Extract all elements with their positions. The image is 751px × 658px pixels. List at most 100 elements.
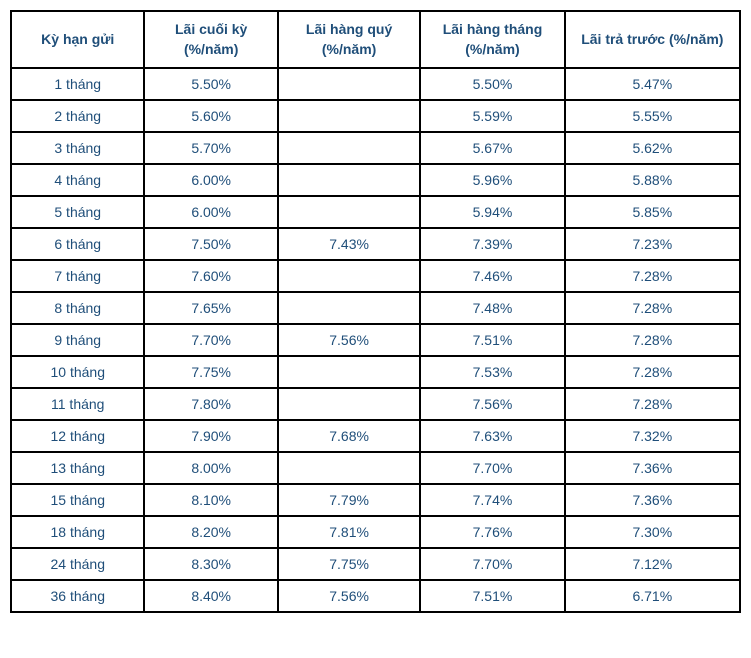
cell-term: 9 tháng <box>11 324 144 356</box>
cell-end: 5.50% <box>144 68 277 100</box>
cell-quarterly <box>278 132 420 164</box>
table-row: 36 tháng8.40%7.56%7.51%6.71% <box>11 580 740 612</box>
cell-term: 4 tháng <box>11 164 144 196</box>
cell-monthly: 5.59% <box>420 100 564 132</box>
cell-term: 11 tháng <box>11 388 144 420</box>
cell-end: 7.60% <box>144 260 277 292</box>
cell-term: 6 tháng <box>11 228 144 260</box>
cell-end: 6.00% <box>144 164 277 196</box>
cell-monthly: 5.96% <box>420 164 564 196</box>
cell-end: 8.10% <box>144 484 277 516</box>
cell-prepaid: 5.85% <box>565 196 740 228</box>
table-row: 12 tháng7.90%7.68%7.63%7.32% <box>11 420 740 452</box>
cell-term: 36 tháng <box>11 580 144 612</box>
cell-end: 7.75% <box>144 356 277 388</box>
cell-prepaid: 5.62% <box>565 132 740 164</box>
interest-rate-table: Kỳ hạn gửi Lãi cuối kỳ (%/năm) Lãi hàng … <box>10 10 741 613</box>
cell-end: 6.00% <box>144 196 277 228</box>
cell-prepaid: 7.28% <box>565 324 740 356</box>
cell-quarterly: 7.56% <box>278 580 420 612</box>
cell-end: 8.30% <box>144 548 277 580</box>
table-row: 1 tháng5.50%5.50%5.47% <box>11 68 740 100</box>
cell-end: 8.00% <box>144 452 277 484</box>
cell-end: 7.65% <box>144 292 277 324</box>
cell-term: 12 tháng <box>11 420 144 452</box>
cell-prepaid: 5.55% <box>565 100 740 132</box>
header-prepaid: Lãi trả trước (%/năm) <box>565 11 740 68</box>
cell-monthly: 7.70% <box>420 452 564 484</box>
table-row: 2 tháng5.60% 5.59%5.55% <box>11 100 740 132</box>
cell-prepaid: 7.28% <box>565 292 740 324</box>
cell-monthly: 5.67% <box>420 132 564 164</box>
cell-term: 8 tháng <box>11 292 144 324</box>
cell-end: 8.20% <box>144 516 277 548</box>
table-header-row: Kỳ hạn gửi Lãi cuối kỳ (%/năm) Lãi hàng … <box>11 11 740 68</box>
cell-quarterly: 7.75% <box>278 548 420 580</box>
header-end: Lãi cuối kỳ (%/năm) <box>144 11 277 68</box>
cell-monthly: 7.48% <box>420 292 564 324</box>
cell-end: 7.50% <box>144 228 277 260</box>
table-row: 7 tháng7.60% 7.46%7.28% <box>11 260 740 292</box>
table-row: 13 tháng8.00% 7.70%7.36% <box>11 452 740 484</box>
cell-monthly: 7.39% <box>420 228 564 260</box>
cell-term: 18 tháng <box>11 516 144 548</box>
cell-prepaid: 6.71% <box>565 580 740 612</box>
cell-quarterly <box>278 164 420 196</box>
cell-prepaid: 7.36% <box>565 484 740 516</box>
cell-term: 10 tháng <box>11 356 144 388</box>
cell-term: 1 tháng <box>11 68 144 100</box>
cell-end: 5.60% <box>144 100 277 132</box>
cell-monthly: 7.63% <box>420 420 564 452</box>
cell-term: 7 tháng <box>11 260 144 292</box>
table-row: 11 tháng7.80% 7.56%7.28% <box>11 388 740 420</box>
cell-prepaid: 7.36% <box>565 452 740 484</box>
table-row: 5 tháng6.00% 5.94%5.85% <box>11 196 740 228</box>
table-row: 15 tháng8.10%7.79%7.74%7.36% <box>11 484 740 516</box>
table-row: 4 tháng6.00% 5.96%5.88% <box>11 164 740 196</box>
cell-term: 5 tháng <box>11 196 144 228</box>
cell-quarterly <box>278 68 420 100</box>
cell-quarterly: 7.81% <box>278 516 420 548</box>
cell-end: 7.80% <box>144 388 277 420</box>
header-term: Kỳ hạn gửi <box>11 11 144 68</box>
cell-prepaid: 5.47% <box>565 68 740 100</box>
table-row: 8 tháng7.65% 7.48%7.28% <box>11 292 740 324</box>
cell-prepaid: 5.88% <box>565 164 740 196</box>
cell-quarterly: 7.56% <box>278 324 420 356</box>
cell-end: 5.70% <box>144 132 277 164</box>
cell-quarterly <box>278 292 420 324</box>
cell-quarterly <box>278 388 420 420</box>
cell-monthly: 7.46% <box>420 260 564 292</box>
cell-prepaid: 7.23% <box>565 228 740 260</box>
cell-term: 3 tháng <box>11 132 144 164</box>
cell-quarterly <box>278 452 420 484</box>
table-row: 10 tháng7.75%7.53%7.28% <box>11 356 740 388</box>
cell-quarterly <box>278 196 420 228</box>
cell-monthly: 7.70% <box>420 548 564 580</box>
header-monthly: Lãi hàng tháng (%/năm) <box>420 11 564 68</box>
cell-monthly: 7.53% <box>420 356 564 388</box>
cell-end: 7.70% <box>144 324 277 356</box>
cell-term: 13 tháng <box>11 452 144 484</box>
cell-monthly: 7.74% <box>420 484 564 516</box>
cell-quarterly: 7.79% <box>278 484 420 516</box>
header-quarterly: Lãi hàng quý (%/năm) <box>278 11 420 68</box>
cell-prepaid: 7.28% <box>565 260 740 292</box>
cell-quarterly <box>278 100 420 132</box>
cell-term: 24 tháng <box>11 548 144 580</box>
cell-monthly: 5.94% <box>420 196 564 228</box>
cell-term: 15 tháng <box>11 484 144 516</box>
cell-quarterly <box>278 356 420 388</box>
cell-monthly: 5.50% <box>420 68 564 100</box>
cell-prepaid: 7.30% <box>565 516 740 548</box>
cell-prepaid: 7.28% <box>565 388 740 420</box>
table-body: 1 tháng5.50%5.50%5.47%2 tháng5.60%5.59%5… <box>11 68 740 612</box>
cell-term: 2 tháng <box>11 100 144 132</box>
cell-quarterly <box>278 260 420 292</box>
cell-monthly: 7.51% <box>420 580 564 612</box>
cell-prepaid: 7.12% <box>565 548 740 580</box>
cell-monthly: 7.76% <box>420 516 564 548</box>
table-row: 3 tháng5.70% 5.67%5.62% <box>11 132 740 164</box>
cell-end: 8.40% <box>144 580 277 612</box>
cell-monthly: 7.56% <box>420 388 564 420</box>
